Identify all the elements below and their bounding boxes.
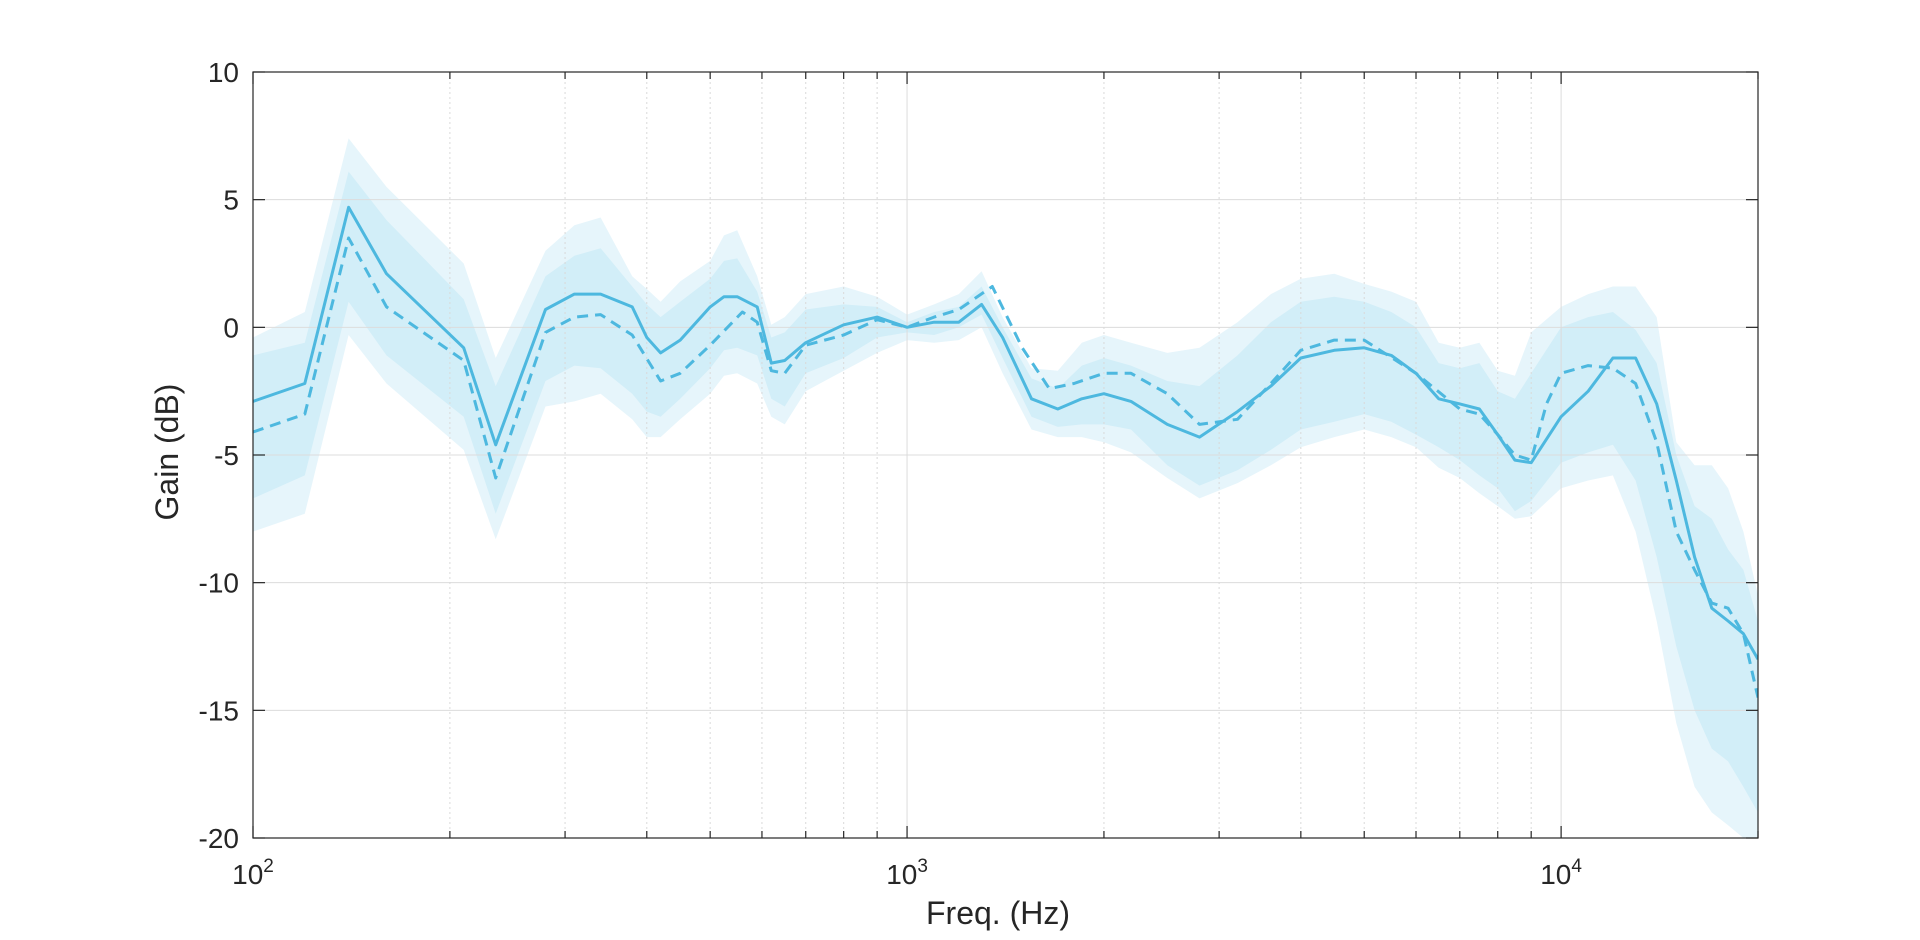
x-axis-title: Freq. (Hz): [926, 895, 1070, 931]
y-tick-label: -20: [199, 823, 239, 854]
y-tick-label: -5: [214, 440, 239, 471]
axes-frame: [252, 71, 1759, 839]
x-tick-label: 104: [1540, 856, 1582, 890]
series-line-dashed: [253, 236, 1758, 698]
y-axis-title: Gain (dB): [149, 384, 185, 521]
y-tick-label: -10: [199, 568, 239, 599]
series-lines: [253, 205, 1758, 698]
y-tick-label: -15: [199, 695, 239, 726]
series-line-solid: [253, 205, 1758, 661]
y-tick-label: 0: [223, 312, 239, 343]
y-tick-label: 5: [223, 185, 239, 216]
grid-lines: [253, 72, 1758, 838]
x-tick-label: 102: [232, 856, 274, 890]
y-tick-label: 10: [208, 57, 239, 88]
x-tick-label: 103: [886, 856, 928, 890]
